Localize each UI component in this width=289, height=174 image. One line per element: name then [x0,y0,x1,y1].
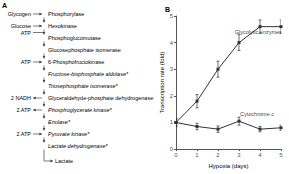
svg-text:2: 2 [170,93,174,99]
svg-text:3: 3 [237,152,241,158]
svg-text:Glycolytic enzymes: Glycolytic enzymes [235,29,282,35]
svg-text:2 ATP: 2 ATP [16,107,31,113]
svg-text:2: 2 [216,152,220,158]
svg-text:5: 5 [170,13,174,19]
svg-text:Phosphorylase: Phosphorylase [48,11,84,17]
svg-text:0: 0 [170,146,174,152]
svg-text:5: 5 [279,152,283,158]
svg-text:4: 4 [258,152,262,158]
svg-text:A: A [2,2,7,9]
svg-text:Glyceraldehyde-phosphate dehyd: Glyceraldehyde-phosphate dehydrogenase [48,95,153,101]
svg-text:4: 4 [170,40,174,46]
svg-text:Cytochrome c: Cytochrome c [240,111,274,117]
svg-text:Fructose-bisphosphate aldolase: Fructose-bisphosphate aldolase* [48,71,129,77]
svg-text:Lactate dehydrogenase*: Lactate dehydrogenase* [48,143,108,149]
svg-text:1: 1 [170,119,174,125]
svg-text:Phosphoglycerate kinase*: Phosphoglycerate kinase* [48,107,112,113]
svg-text:6-Phosphofructokinase: 6-Phosphofructokinase [48,59,104,65]
svg-text:Glycogen: Glycogen [8,11,31,17]
svg-text:B: B [165,6,170,13]
svg-text:Glucose: Glucose [11,23,31,29]
svg-text:Enolase*: Enolase* [48,119,71,125]
svg-text:Pyruvate kinase*: Pyruvate kinase* [48,131,90,137]
svg-text:Transcription rate (fold): Transcription rate (fold) [159,52,165,114]
svg-text:Glucosephosphate isomerase: Glucosephosphate isomerase [48,47,121,53]
svg-text:0: 0 [174,152,178,158]
svg-text:ATP: ATP [21,59,32,65]
svg-text:ATP: ATP [21,30,32,36]
svg-text:2 NADH: 2 NADH [11,95,31,101]
svg-text:1: 1 [195,152,199,158]
svg-text:Hypoxia (days): Hypoxia (days) [208,163,248,169]
svg-text:Phosphoglucomutase: Phosphoglucomutase [48,35,101,41]
svg-text:Lactate: Lactate [55,158,73,164]
svg-text:Triosephosphate isomerase*: Triosephosphate isomerase* [48,83,118,89]
svg-text:2 ATP: 2 ATP [16,131,31,137]
svg-text:3: 3 [170,66,174,72]
svg-text:Hexokinase: Hexokinase [48,23,77,29]
